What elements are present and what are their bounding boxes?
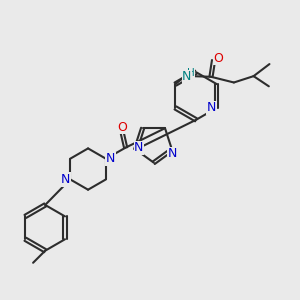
Text: O: O xyxy=(213,52,223,65)
Text: N: N xyxy=(167,148,177,160)
Text: N: N xyxy=(134,141,143,154)
Text: N: N xyxy=(207,101,216,114)
Text: O: O xyxy=(117,121,127,134)
Text: H: H xyxy=(187,68,195,78)
Text: N: N xyxy=(61,173,70,186)
Text: N: N xyxy=(106,152,115,165)
Text: N: N xyxy=(182,70,192,83)
